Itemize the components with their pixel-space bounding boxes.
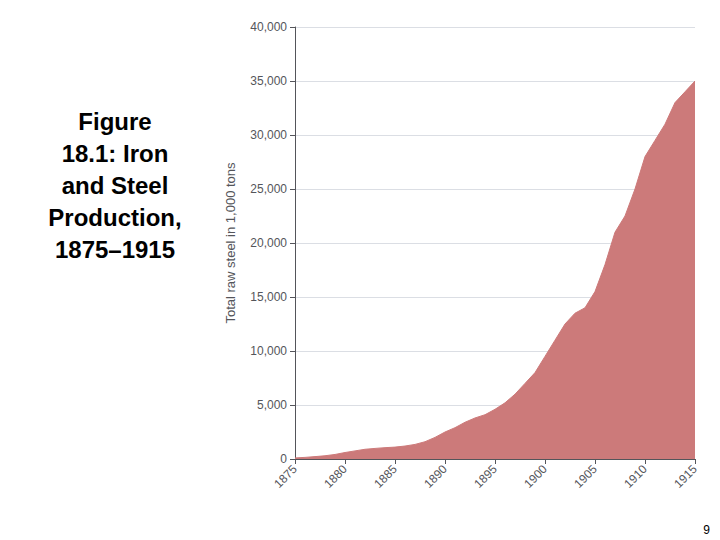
svg-text:40,000: 40,000 [250, 20, 287, 34]
svg-text:1885: 1885 [371, 462, 400, 491]
svg-text:18.1: Iron: 18.1: Iron [62, 140, 169, 167]
svg-text:1910: 1910 [621, 462, 650, 491]
svg-text:1905: 1905 [571, 462, 600, 491]
svg-text:1900: 1900 [521, 462, 550, 491]
svg-text:1875–1915: 1875–1915 [55, 236, 175, 263]
svg-text:Total raw steel in 1,000 tons: Total raw steel in 1,000 tons [223, 162, 238, 324]
svg-text:5,000: 5,000 [257, 398, 287, 412]
svg-text:35,000: 35,000 [250, 74, 287, 88]
svg-text:Production,: Production, [48, 204, 181, 231]
svg-text:1915: 1915 [671, 462, 700, 491]
svg-text:Figure: Figure [78, 108, 151, 135]
svg-text:30,000: 30,000 [250, 128, 287, 142]
svg-text:9: 9 [703, 523, 710, 537]
svg-text:1890: 1890 [421, 462, 450, 491]
svg-text:20,000: 20,000 [250, 236, 287, 250]
svg-text:15,000: 15,000 [250, 290, 287, 304]
svg-text:1895: 1895 [471, 462, 500, 491]
svg-text:25,000: 25,000 [250, 182, 287, 196]
svg-text:1880: 1880 [321, 462, 350, 491]
svg-text:and Steel: and Steel [62, 172, 169, 199]
svg-text:10,000: 10,000 [250, 344, 287, 358]
svg-text:1875: 1875 [271, 462, 300, 491]
svg-text:0: 0 [280, 452, 287, 466]
